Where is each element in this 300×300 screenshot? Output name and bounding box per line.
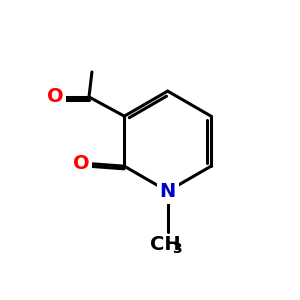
- Text: O: O: [73, 154, 89, 173]
- Text: N: N: [160, 182, 176, 201]
- Text: CH: CH: [150, 236, 181, 254]
- Text: O: O: [47, 88, 63, 106]
- Text: 3: 3: [172, 242, 182, 256]
